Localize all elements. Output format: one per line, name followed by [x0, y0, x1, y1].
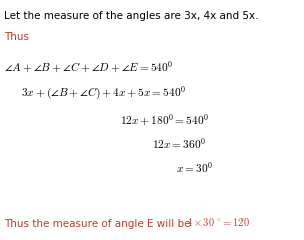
Text: $\angle A+\angle B+\angle C+\angle D+\angle E=540^{0}$: $\angle A+\angle B+\angle C+\angle D+\an…	[4, 60, 173, 75]
Text: $12x+180^{0}=540^{0}$: $12x+180^{0}=540^{0}$	[120, 112, 209, 128]
Text: $3x+(\angle B+\angle C)+4x+5x=540^{0}$: $3x+(\angle B+\angle C)+4x+5x=540^{0}$	[21, 85, 186, 102]
Text: $\circ$: $\circ$	[216, 216, 221, 223]
Text: $\circ$: $\circ$	[240, 216, 245, 223]
Text: Let the measure of the angles are 3x, 4x and 5x.: Let the measure of the angles are 3x, 4x…	[4, 11, 258, 21]
Text: $4\times30$: $4\times30$	[186, 216, 215, 228]
Text: $=120$: $=120$	[221, 216, 250, 228]
Text: $12x=360^{0}$: $12x=360^{0}$	[152, 137, 206, 151]
Text: Thus: Thus	[4, 32, 29, 42]
Text: Thus the measure of angle E will be: Thus the measure of angle E will be	[4, 219, 194, 229]
Text: $x=30^{0}$: $x=30^{0}$	[176, 161, 213, 175]
